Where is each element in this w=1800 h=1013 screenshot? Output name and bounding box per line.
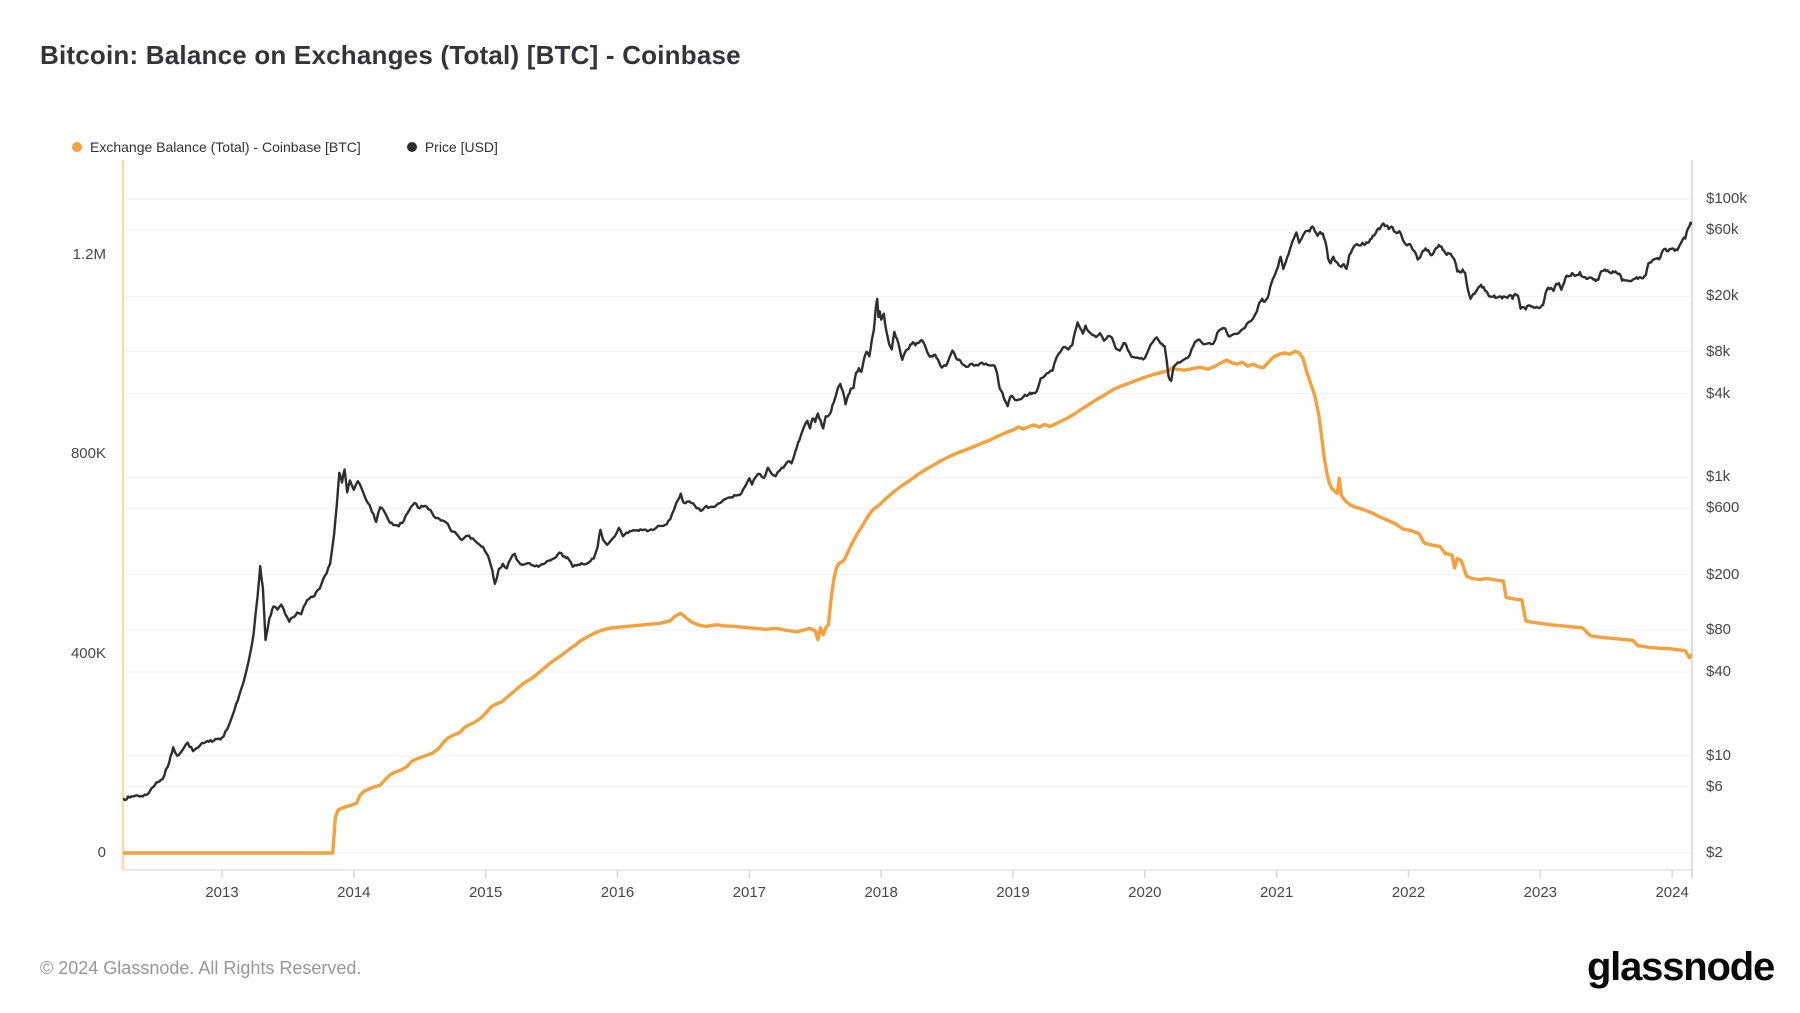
right-axis-tick-label: $20k: [1706, 287, 1739, 305]
right-axis-tick-label: $4k: [1706, 384, 1731, 402]
x-axis-tick-label: 2017: [732, 884, 767, 901]
balance-series-dot-icon: [72, 142, 82, 152]
legend-item-balance[interactable]: Exchange Balance (Total) - Coinbase [BTC…: [72, 139, 361, 155]
left-axis-tick-label: 0: [97, 844, 106, 861]
legend-label-price: Price [USD]: [424, 139, 498, 155]
copyright-text: © 2024 Glassnode. All Rights Reserved.: [40, 958, 362, 978]
right-axis-tick-label: $8k: [1706, 342, 1731, 360]
legend-label-balance: Exchange Balance (Total) - Coinbase [BTC…: [90, 139, 361, 155]
right-axis-tick-label: $60k: [1706, 220, 1739, 238]
left-axis-tick-label: 400K: [70, 644, 106, 662]
x-axis-tick-label: 2018: [864, 884, 898, 901]
x-axis-tick-label: 2020: [1128, 884, 1162, 901]
right-axis-tick-label: $80: [1706, 621, 1732, 639]
x-axis-tick-label: 2024: [1655, 884, 1689, 901]
chart-legend: Exchange Balance (Total) - Coinbase [BTC…: [72, 139, 498, 155]
left-axis-tick-label: 1.2M: [72, 246, 106, 264]
x-axis-tick-label: 2016: [600, 884, 635, 901]
price-series-dot-icon: [406, 142, 417, 152]
right-axis-tick-label: $200: [1706, 565, 1740, 583]
x-axis-tick-label: 2013: [205, 884, 239, 901]
x-axis-tick-label: 2015: [468, 884, 503, 901]
x-axis-tick-label: 2014: [337, 884, 371, 901]
right-axis-tick-label: $10: [1706, 746, 1732, 764]
right-axis-tick-label: $1k: [1706, 468, 1731, 486]
right-axis-tick-label: $40: [1706, 662, 1732, 680]
right-axis-tick-label: $2: [1706, 844, 1723, 861]
x-axis-tick-label: 2019: [996, 884, 1030, 901]
right-axis-tick-label: $6: [1706, 777, 1723, 795]
x-axis-tick-label: 2021: [1259, 884, 1294, 901]
right-axis-tick-label: $600: [1706, 499, 1740, 517]
balance-series-line: [123, 349, 1692, 855]
left-axis-tick-label: 800K: [70, 445, 106, 463]
x-axis-tick-label: 2022: [1391, 884, 1426, 901]
glassnode-logo: glassnode: [1586, 945, 1775, 989]
page-title: Bitcoin: Balance on Exchanges (Total) [B…: [40, 40, 741, 70]
right-axis-tick-label: $100k: [1706, 190, 1747, 208]
price-series-line: [123, 221, 1692, 802]
x-axis-tick-label: 2023: [1523, 884, 1558, 901]
legend-item-price[interactable]: Price [USD]: [406, 139, 498, 155]
